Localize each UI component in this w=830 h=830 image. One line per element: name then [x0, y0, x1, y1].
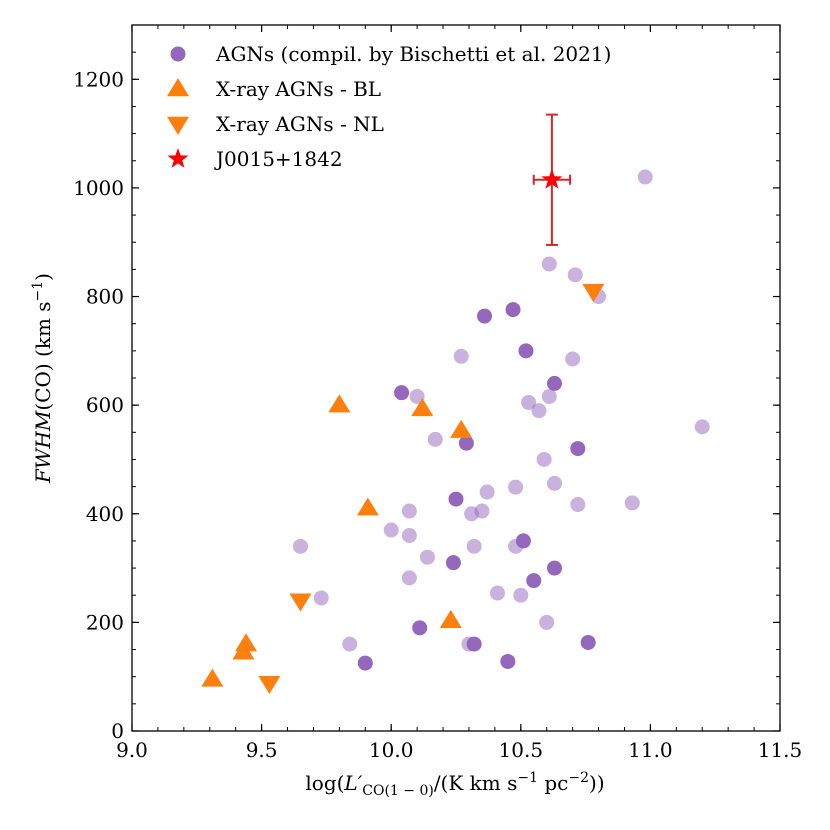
- agn-point-faint-28: [567, 267, 583, 283]
- xray-bl-point-6: [439, 609, 462, 628]
- agn-point-faint-22: [536, 451, 552, 467]
- agn-point-faint-8: [419, 549, 435, 565]
- y-tick-label-2: 400: [86, 502, 124, 526]
- xray-nl-point-1: [289, 593, 312, 612]
- agn-point-faint-0: [292, 538, 308, 554]
- legend-label-2: X-ray AGNs - NL: [216, 112, 384, 136]
- xray-bl-point-7: [450, 419, 473, 438]
- legend-marker-1: [166, 78, 190, 97]
- x-tick-label-3: 10.5: [499, 738, 544, 762]
- x-axis-label: log(L′CO(1 − 0)/(K km s−1 pc−2)): [305, 770, 604, 799]
- agn-point-faint-15: [479, 484, 495, 500]
- agn-point-9: [505, 302, 521, 318]
- y-tick-label-5: 1000: [73, 176, 124, 200]
- x-tick-label-1: 9.5: [246, 738, 278, 762]
- xray-bl-point-3: [328, 394, 351, 413]
- agn-point-11: [518, 343, 534, 359]
- agn-point-faint-23: [539, 614, 555, 630]
- agn-point-2: [412, 620, 428, 636]
- agn-point-15: [570, 441, 586, 457]
- agn-point-8: [500, 653, 516, 669]
- agn-point-faint-17: [508, 479, 524, 495]
- agn-point-6: [466, 636, 482, 652]
- agn-point-faint-33: [694, 419, 710, 435]
- agn-point-faint-20: [521, 394, 537, 410]
- agn-point-7: [477, 308, 493, 324]
- legend-label-0: AGNs (compil. by Bischetti et al. 2021): [215, 42, 611, 66]
- agn-point-4: [448, 491, 464, 507]
- xray-bl-point-2: [235, 633, 258, 652]
- legend-label-1: X-ray AGNs - BL: [216, 77, 381, 101]
- agn-point-1: [394, 385, 410, 401]
- agn-point-14: [546, 560, 562, 576]
- agn-point-faint-27: [565, 351, 581, 367]
- legend-marker-0: [170, 46, 186, 62]
- xray-bl-point-4: [356, 497, 379, 516]
- x-tick-label-0: 9.0: [116, 738, 148, 762]
- xray-bl-point-5: [411, 398, 434, 417]
- target-star-point: [541, 168, 563, 189]
- xray-nl-point-0: [258, 675, 281, 695]
- agn-point-faint-19: [513, 587, 529, 603]
- agn-point-faint-14: [474, 503, 490, 519]
- x-tick-label-2: 10.0: [369, 738, 414, 762]
- agn-point-faint-1: [313, 590, 329, 606]
- legend-marker-3: [167, 148, 189, 168]
- agn-point-0: [357, 655, 373, 671]
- axes: 9.0 9.5 10.0 10.5 11.0 11.5 0 200 400 600 800 1000 1…: [73, 24, 803, 762]
- y-axis-label: FWHM(CO) (km s−1): [30, 273, 55, 484]
- agn-point-faint-32: [637, 169, 653, 185]
- agn-point-faint-6: [401, 570, 417, 586]
- agn-point-16: [580, 634, 596, 650]
- agn-point-faint-13: [466, 538, 482, 554]
- y-tick-label-0: 0: [111, 719, 124, 743]
- legend-marker-2: [166, 116, 190, 135]
- agn-point-faint-10: [453, 348, 469, 364]
- y-tick-label-3: 600: [86, 393, 124, 417]
- y-tick-label-6: 1200: [73, 67, 124, 91]
- legend-label-3: J0015+1842: [214, 147, 343, 171]
- agn-point-3: [445, 555, 461, 571]
- agn-point-faint-3: [383, 522, 399, 538]
- agn-point-faint-31: [624, 495, 640, 511]
- agn-point-5: [458, 435, 474, 451]
- legend: AGNs (compil. by Bischetti et al. 2021) X…: [166, 42, 611, 171]
- agn-point-faint-26: [546, 475, 562, 491]
- agn-point-faint-21: [531, 403, 547, 419]
- plot-marks: [201, 113, 710, 695]
- x-tick-label-5: 11.5: [758, 738, 803, 762]
- xray-bl-point-0: [201, 668, 224, 687]
- agn-point-faint-25: [541, 256, 557, 272]
- agn-point-13: [546, 375, 562, 391]
- agn-point-faint-4: [401, 503, 417, 519]
- xray-nl-point-2: [582, 283, 605, 302]
- agn-point-faint-5: [401, 527, 417, 543]
- y-tick-label-4: 800: [86, 285, 124, 309]
- agn-point-10: [515, 533, 531, 549]
- x-tick-label-4: 11.0: [628, 738, 673, 762]
- agn-point-faint-24: [541, 388, 557, 404]
- agn-point-faint-2: [342, 636, 358, 652]
- agn-point-faint-16: [489, 585, 505, 601]
- agn-point-12: [526, 573, 542, 589]
- agn-point-faint-29: [570, 497, 586, 513]
- agn-point-faint-9: [427, 431, 443, 447]
- agn-point-faint-7: [409, 388, 425, 404]
- y-tick-label-1: 200: [86, 610, 124, 634]
